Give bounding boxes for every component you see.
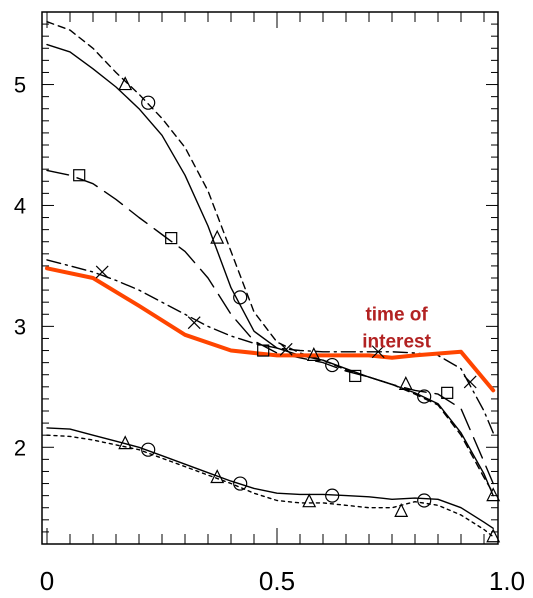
axis-ticks: [42, 11, 498, 545]
x-marker: [463, 375, 477, 389]
y-tick-label: 2: [14, 435, 26, 460]
triangle-marker: [118, 435, 133, 450]
square-marker: [73, 169, 86, 182]
marker-layer: [73, 76, 501, 543]
x-marker: [371, 345, 385, 359]
triangle-marker: [394, 503, 409, 517]
circle-marker: [325, 357, 340, 373]
x-marker-stroke: [187, 316, 201, 330]
x-tick-label: 1.0: [489, 566, 525, 596]
x-marker-stroke: [279, 342, 293, 356]
circle-marker: [141, 442, 156, 457]
triangle-marker: [486, 487, 501, 502]
square-marker: [257, 344, 270, 357]
triangle-marker: [302, 493, 317, 508]
x-marker-stroke: [371, 345, 385, 359]
y-tick-label: 5: [14, 73, 26, 98]
circle-marker: [233, 290, 248, 305]
circle-marker: [233, 476, 248, 491]
square-marker: [349, 369, 362, 383]
square-marker: [441, 386, 454, 399]
triangle-marker: [210, 469, 225, 484]
x-tick-label: 0: [40, 566, 54, 596]
series-line-5: [45, 266, 496, 393]
triangle-marker: [306, 347, 321, 361]
circle-marker: [141, 95, 156, 110]
series-line-3: [46, 169, 494, 485]
triangle-marker: [398, 376, 413, 390]
x-marker-stroke: [95, 265, 109, 279]
y-tick-label: 3: [14, 314, 26, 339]
y-tick-label: 4: [14, 193, 26, 218]
tick-labels: 0 0.5 1.0 2 3 4 5: [14, 73, 525, 596]
circle-marker: [417, 389, 432, 404]
plot-frame: [41, 11, 499, 545]
x-marker: [279, 342, 293, 356]
circle-marker: [325, 488, 340, 503]
annotation-line-2: interest: [362, 331, 431, 352]
series-line-7: [46, 434, 494, 538]
x-marker-stroke: [463, 375, 477, 389]
x-marker: [95, 265, 109, 279]
square-marker: [165, 232, 178, 245]
x-tick-label: 0.5: [259, 566, 295, 596]
triangle-marker: [210, 229, 225, 244]
triangle-marker: [486, 528, 501, 543]
circle-marker: [417, 493, 432, 508]
x-marker: [187, 316, 201, 330]
triangle-marker: [118, 76, 133, 91]
annotation-line-1: time of: [365, 304, 428, 325]
